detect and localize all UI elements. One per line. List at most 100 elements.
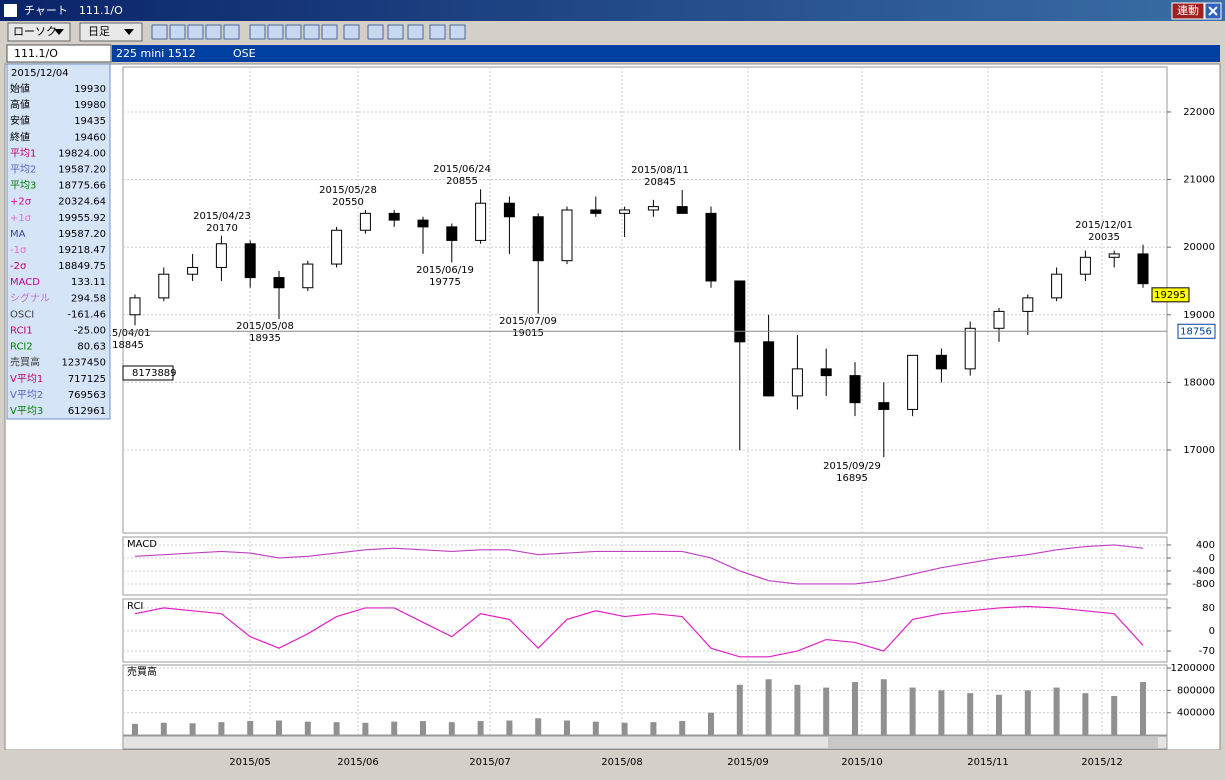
tool-icon[interactable]	[285, 24, 302, 40]
info-value: 19460	[74, 132, 106, 143]
info-label: 平均3	[10, 180, 36, 192]
tool-icon[interactable]	[267, 24, 284, 40]
info-value: 19587.20	[58, 165, 106, 176]
tool-icon[interactable]	[169, 24, 186, 40]
volume-bar	[189, 723, 196, 735]
volume-bar	[909, 687, 916, 735]
period-label[interactable]: 日足	[88, 25, 110, 38]
volume-bar	[765, 679, 772, 735]
tool-icon[interactable]	[429, 24, 446, 40]
info-value: 18775.66	[58, 181, 106, 192]
candle-body	[1051, 273, 1063, 299]
annotation-date: 2015/12/01	[1075, 220, 1133, 231]
info-value: 19435	[74, 116, 106, 127]
tool-icon[interactable]	[367, 24, 384, 40]
info-value: 717125	[68, 374, 106, 385]
info-value: 20324.64	[58, 197, 106, 208]
info-value: 19955.92	[58, 213, 106, 224]
candle-body	[1079, 256, 1091, 275]
tool-icon[interactable]	[223, 24, 240, 40]
volume-bar	[304, 721, 311, 735]
candle-body	[475, 202, 487, 241]
info-label: 売買高	[10, 356, 40, 369]
app-icon	[4, 4, 17, 17]
scroll-thumb[interactable]	[828, 737, 1158, 748]
x-tick-label: 2015/05	[229, 757, 271, 768]
candle-body	[763, 341, 775, 397]
y-tick-label: 400000	[1177, 708, 1215, 719]
info-label: -1σ	[10, 245, 27, 256]
candle-body	[532, 216, 544, 262]
volume-bar	[1140, 682, 1146, 735]
tool-icon[interactable]	[407, 24, 424, 40]
candle-body	[388, 212, 400, 221]
tool-icon[interactable]	[321, 24, 338, 40]
candle-body	[503, 202, 515, 218]
tool-icon[interactable]	[205, 24, 222, 40]
link-button[interactable]	[1171, 2, 1205, 20]
candle-body	[215, 243, 227, 268]
volume-bar	[1053, 687, 1060, 735]
info-label: 終値	[10, 130, 30, 143]
candle-body	[561, 209, 573, 262]
last-price-tag	[1151, 287, 1190, 303]
info-value: 1237450	[61, 358, 106, 369]
tool-icon[interactable]	[249, 24, 266, 40]
volume-bar	[708, 712, 714, 735]
link-button-label[interactable]: 連動	[1177, 3, 1199, 17]
info-value: 19980	[74, 100, 106, 111]
symbol-bar	[112, 45, 1220, 62]
info-value: 133.11	[71, 277, 106, 288]
x-tick-label: 2015/11	[967, 757, 1009, 768]
panel-title: MACD	[127, 539, 157, 550]
y-tick-label: 21000	[1183, 175, 1215, 186]
tool-icon[interactable]	[187, 24, 204, 40]
period-dropdown[interactable]	[79, 22, 143, 42]
annotation-date: 2015/09/29	[823, 461, 881, 472]
candle-type-dropdown[interactable]	[7, 22, 71, 42]
symbol-name: 225 mini 1512	[116, 47, 196, 60]
info-value: 19824.00	[58, 148, 106, 159]
candle-body	[331, 229, 343, 265]
annotation-value: 20845	[644, 177, 676, 188]
volume-bar	[506, 720, 513, 735]
volume-bar	[852, 682, 858, 735]
candle-body	[1137, 253, 1149, 285]
y-tick-label: 17000	[1183, 445, 1215, 456]
y-tick-label: 20000	[1183, 242, 1215, 253]
candle-body	[820, 368, 832, 377]
y-tick-label: -800	[1192, 579, 1215, 590]
volume-bar	[276, 720, 282, 735]
volume-bar	[333, 722, 340, 735]
candle-body	[791, 368, 803, 397]
volume-bar	[592, 721, 599, 735]
candle-body	[993, 310, 1005, 329]
volume-box	[122, 365, 174, 381]
volume-bar	[362, 722, 369, 735]
symbol-box[interactable]	[6, 44, 112, 63]
tool-icon[interactable]	[151, 24, 168, 40]
indicator-line	[134, 544, 1144, 585]
candle-type-label[interactable]: ローソク	[13, 25, 57, 38]
annotation-value: 18935	[249, 333, 281, 344]
candle-body	[878, 402, 890, 410]
annotation-value: 16895	[836, 473, 868, 484]
exchange: OSE	[233, 47, 256, 60]
info-label: 始値	[10, 82, 30, 95]
tool-icon[interactable]	[343, 24, 360, 40]
tool-icon[interactable]	[449, 24, 466, 40]
volume-bar	[1024, 690, 1031, 735]
y-tick-label: 22000	[1183, 107, 1215, 118]
info-value: 18849.75	[58, 261, 106, 272]
info-label: OSCI	[10, 309, 34, 320]
info-label: V平均3	[10, 405, 43, 417]
volume-bar	[1082, 693, 1089, 735]
candle-body	[158, 273, 170, 299]
annotation-date: 2015/06/19	[416, 265, 474, 276]
tool-icon[interactable]	[387, 24, 404, 40]
tool-icon[interactable]	[303, 24, 320, 40]
candle-body	[244, 243, 256, 279]
volume-bar	[996, 694, 1002, 735]
annotation-value: 20170	[206, 223, 238, 234]
